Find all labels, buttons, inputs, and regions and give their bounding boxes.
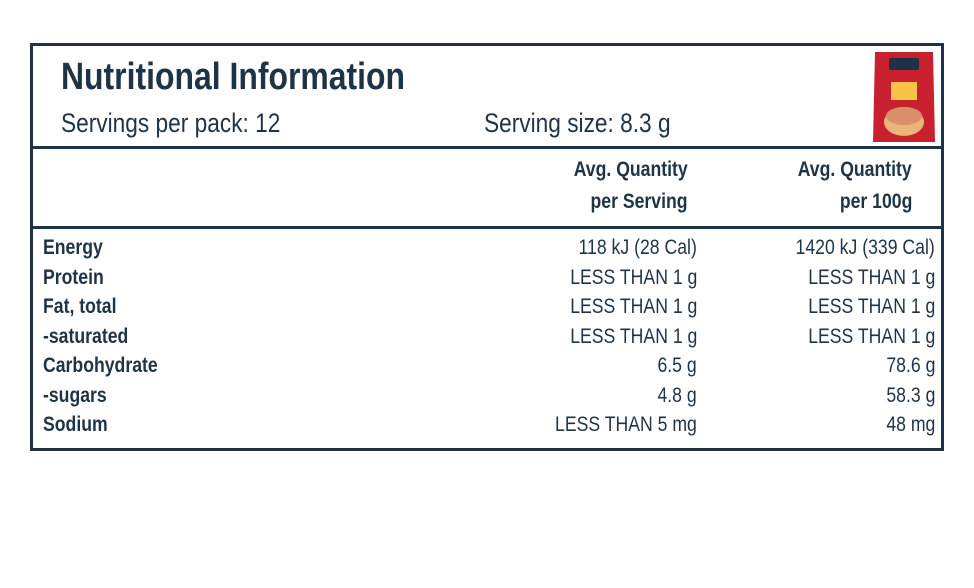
nutrient-value: 118 kJ (28 Cal)	[578, 236, 697, 259]
divider	[33, 146, 941, 149]
serving-size: Serving size: 8.3 g	[484, 108, 671, 138]
servings-per-pack: Servings per pack: 12	[61, 108, 281, 138]
nutrition-panel: Nutritional Information Servings per pac…	[30, 43, 944, 451]
nutrient-value: LESS THAN 1 g	[569, 295, 697, 318]
nutrient-value: 78.6 g	[885, 354, 935, 377]
nutrient-value: LESS THAN 1 g	[807, 265, 935, 289]
nutrient-name: Fat, total	[43, 295, 117, 318]
column-header: per Serving	[590, 190, 688, 213]
nutrient-name: Protein	[43, 265, 104, 289]
nutrient-value: 6.5 g	[657, 354, 697, 377]
nutrient-name: Carbohydrate	[43, 354, 158, 377]
nutrient-name: -saturated	[43, 324, 129, 348]
column-header: per 100g	[839, 190, 912, 213]
title: Nutritional Information	[61, 56, 406, 98]
column-header: Avg. Quantity	[573, 158, 688, 181]
nutrient-value: 1420 kJ (339 Cal)	[795, 236, 935, 259]
nutrient-value: LESS THAN 1 g	[807, 324, 935, 348]
nutrient-name: Sodium	[43, 413, 108, 436]
column-header: Avg. Quantity	[797, 158, 912, 181]
nutrient-name: Energy	[43, 236, 103, 259]
nutrient-value: LESS THAN 1 g	[569, 324, 697, 348]
nutrient-name: -sugars	[43, 383, 107, 407]
nutrient-value: 4.8 g	[657, 383, 697, 407]
divider	[33, 226, 941, 229]
nutrient-value: LESS THAN 1 g	[569, 265, 697, 289]
product-image	[873, 52, 935, 142]
nutrient-value: 48 mg	[885, 413, 935, 436]
nutrient-value: LESS THAN 5 mg	[555, 413, 697, 436]
nutrient-value: LESS THAN 1 g	[807, 295, 935, 318]
nutrient-value: 58.3 g	[885, 383, 935, 407]
